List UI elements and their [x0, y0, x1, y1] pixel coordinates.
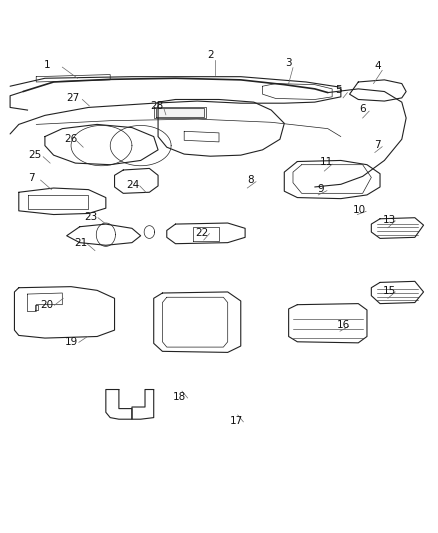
- Text: 1: 1: [44, 60, 50, 70]
- Text: 7: 7: [374, 140, 381, 150]
- Text: 17: 17: [230, 416, 243, 426]
- Text: 28: 28: [151, 101, 164, 111]
- Text: 4: 4: [374, 61, 381, 71]
- Text: 6: 6: [359, 104, 366, 114]
- Text: 7: 7: [28, 173, 34, 183]
- Text: 18: 18: [173, 392, 187, 402]
- Text: 3: 3: [285, 59, 292, 68]
- Text: 5: 5: [336, 85, 342, 95]
- Text: 8: 8: [247, 175, 254, 185]
- Text: 2: 2: [207, 51, 214, 60]
- Text: 26: 26: [64, 134, 78, 144]
- Text: 21: 21: [74, 238, 88, 248]
- Text: 25: 25: [28, 150, 42, 160]
- Text: 24: 24: [126, 180, 139, 190]
- Text: 20: 20: [41, 300, 53, 310]
- Text: 10: 10: [353, 205, 366, 215]
- Text: 16: 16: [337, 320, 350, 330]
- Text: 11: 11: [320, 157, 334, 167]
- Text: 13: 13: [383, 215, 396, 225]
- Text: 22: 22: [195, 228, 208, 238]
- Text: 27: 27: [67, 93, 80, 103]
- Text: 23: 23: [84, 212, 97, 222]
- Text: 19: 19: [64, 337, 78, 347]
- Polygon shape: [156, 109, 204, 117]
- Text: 9: 9: [318, 183, 324, 193]
- Text: 15: 15: [383, 286, 396, 296]
